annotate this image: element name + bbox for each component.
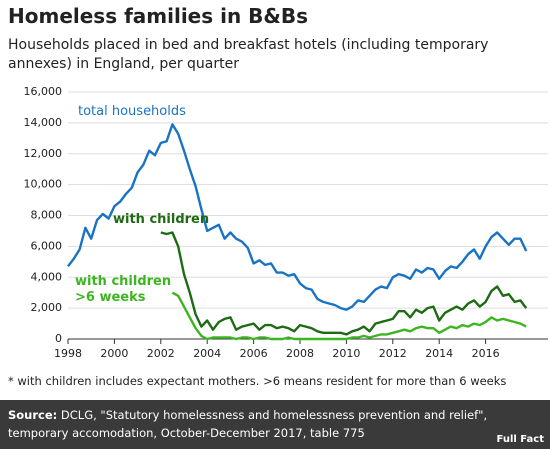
y-tick-label: 2,000 bbox=[31, 301, 63, 314]
y-tick-label: 0 bbox=[55, 332, 62, 345]
chart-subtitle: Households placed in bed and breakfast h… bbox=[8, 37, 489, 72]
x-tick-label: 2012 bbox=[379, 347, 407, 360]
x-tick-label: 2002 bbox=[147, 347, 175, 360]
x-tick-label: 2000 bbox=[100, 347, 128, 360]
series-line bbox=[171, 291, 527, 341]
y-tick-label: 8,000 bbox=[31, 209, 63, 222]
footnote: * with children includes expectant mothe… bbox=[8, 374, 507, 388]
y-tick-label: 4,000 bbox=[31, 270, 63, 283]
y-tick-label: 12,000 bbox=[24, 147, 63, 160]
chart: 0 2,000 4,000 6,000 8,000 10,000 12,000 14,000 1… bbox=[24, 85, 548, 360]
source-box: Source: DCLG, "Statutory homelessness an… bbox=[0, 400, 550, 449]
source: Source: DCLG, "Statutory homelessness an… bbox=[8, 406, 488, 442]
source-text: DCLG, "Statutory homelessness and homele… bbox=[8, 408, 488, 440]
source-label: Source: bbox=[8, 408, 58, 422]
logo: Full Fact bbox=[496, 434, 545, 445]
x-tick-label: 2008 bbox=[286, 347, 314, 360]
y-tick-label: 16,000 bbox=[24, 85, 63, 98]
x-tick-label: 2014 bbox=[425, 347, 453, 360]
chart-title: Homeless families in B&Bs bbox=[8, 4, 308, 28]
y-tick-label: 14,000 bbox=[24, 116, 63, 129]
series-line bbox=[160, 231, 528, 336]
x-tick-label: 2006 bbox=[240, 347, 268, 360]
series-label: total households bbox=[78, 104, 186, 119]
series-line bbox=[67, 123, 528, 311]
x-tick-label: 2010 bbox=[332, 347, 360, 360]
series-label: with children bbox=[113, 212, 210, 227]
x-tick-label: 2004 bbox=[193, 347, 221, 360]
y-tick-label: 6,000 bbox=[31, 239, 63, 252]
x-tick-label: 2016 bbox=[472, 347, 500, 360]
y-tick-label: 10,000 bbox=[24, 178, 63, 191]
x-tick-label: 1998 bbox=[54, 347, 82, 360]
series-label: with children >6 weeks bbox=[75, 274, 172, 305]
